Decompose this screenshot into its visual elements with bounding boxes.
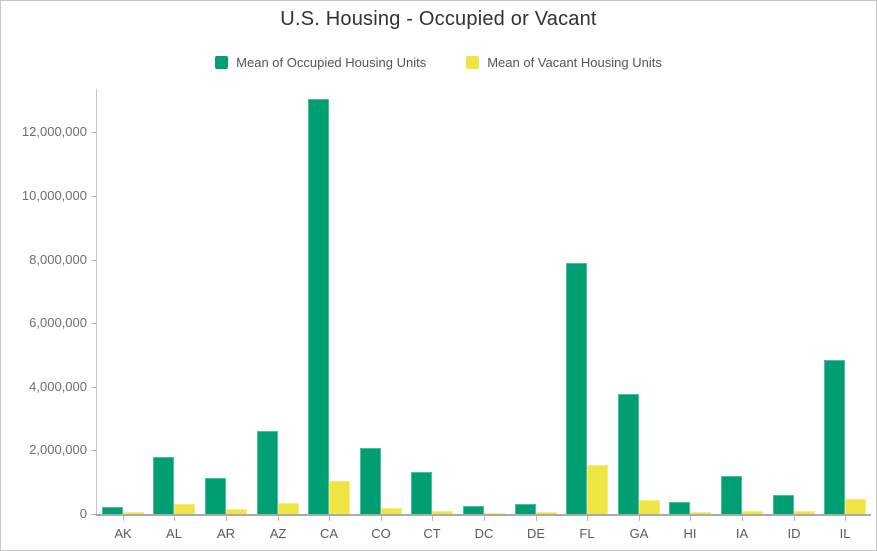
legend-label-vacant: Mean of Vacant Housing Units <box>487 55 662 70</box>
legend-label-occupied: Mean of Occupied Housing Units <box>236 55 427 70</box>
bar-occupied-il[interactable] <box>824 360 845 514</box>
bar-vacant-ct[interactable] <box>432 511 453 514</box>
x-axis-label: IL <box>839 526 851 541</box>
bar-vacant-hi[interactable] <box>690 512 711 514</box>
bar-occupied-ar[interactable] <box>205 478 226 514</box>
y-axis-tick <box>91 132 96 133</box>
legend-item-vacant[interactable]: Mean of Vacant Housing Units <box>466 55 662 70</box>
y-axis-label: 8,000,000 <box>29 252 87 267</box>
bar-vacant-ar[interactable] <box>226 509 247 514</box>
y-axis-line <box>96 89 97 516</box>
x-axis-label: AK <box>114 526 132 541</box>
x-axis-line <box>96 514 871 516</box>
legend-swatch-occupied-icon <box>215 56 229 69</box>
bar-vacant-al[interactable] <box>174 504 195 514</box>
x-axis-label: CT <box>423 526 441 541</box>
bar-vacant-ak[interactable] <box>123 512 144 514</box>
bar-occupied-co[interactable] <box>360 448 381 514</box>
bar-occupied-al[interactable] <box>153 457 174 514</box>
bar-occupied-id[interactable] <box>773 495 794 514</box>
bar-occupied-dc[interactable] <box>463 506 484 514</box>
y-axis-label: 10,000,000 <box>21 188 87 203</box>
x-axis-tick <box>690 516 691 521</box>
x-axis-tick <box>123 516 124 521</box>
bar-vacant-ga[interactable] <box>639 500 660 514</box>
bar-vacant-az[interactable] <box>278 503 299 514</box>
bar-occupied-ia[interactable] <box>721 476 742 514</box>
bar-vacant-de[interactable] <box>536 512 557 514</box>
bar-vacant-fl[interactable] <box>587 465 608 514</box>
bar-occupied-ca[interactable] <box>308 99 329 514</box>
y-axis-label: 2,000,000 <box>29 442 87 457</box>
y-axis-label: 4,000,000 <box>29 379 87 394</box>
x-axis-tick <box>226 516 227 521</box>
x-axis-label: CA <box>319 526 339 541</box>
x-axis-label: AZ <box>269 526 287 541</box>
x-axis-label: HI <box>683 526 697 541</box>
bar-vacant-il[interactable] <box>845 499 866 514</box>
y-axis-label: 12,000,000 <box>21 124 87 139</box>
x-axis-tick <box>794 516 795 521</box>
chart-title: U.S. Housing - Occupied or Vacant <box>280 8 597 30</box>
bar-occupied-ak[interactable] <box>102 507 123 514</box>
x-axis-label: GA <box>629 526 649 541</box>
x-axis-tick <box>381 516 382 521</box>
legend: Mean of Occupied Housing Units Mean of V… <box>1 55 876 70</box>
y-axis-tick <box>91 260 96 261</box>
y-axis-tick <box>91 323 96 324</box>
x-axis-tick <box>639 516 640 521</box>
bar-vacant-dc[interactable] <box>484 513 505 514</box>
x-axis-tick <box>432 516 433 521</box>
bar-vacant-id[interactable] <box>794 511 815 514</box>
x-axis-label: IA <box>735 526 749 541</box>
x-axis-label: AR <box>216 526 236 541</box>
x-axis-tick <box>278 516 279 521</box>
bar-occupied-az[interactable] <box>257 431 278 514</box>
x-axis-tick <box>536 516 537 521</box>
bar-vacant-ia[interactable] <box>742 511 763 514</box>
x-axis-tick <box>845 516 846 521</box>
x-axis-label: CO <box>371 526 391 541</box>
y-axis-tick <box>91 514 96 515</box>
bar-occupied-ga[interactable] <box>618 394 639 514</box>
y-axis-tick <box>91 450 96 451</box>
legend-item-occupied[interactable]: Mean of Occupied Housing Units <box>215 55 426 70</box>
x-axis-tick <box>742 516 743 521</box>
x-axis-label: FL <box>579 526 595 541</box>
x-axis-tick <box>329 516 330 521</box>
bar-vacant-co[interactable] <box>381 508 402 514</box>
x-axis-label: DE <box>526 526 546 541</box>
y-axis-tick <box>91 196 96 197</box>
x-axis-label: DC <box>474 526 494 541</box>
y-axis-label: 6,000,000 <box>29 315 87 330</box>
legend-swatch-vacant-icon <box>466 56 480 69</box>
bar-occupied-fl[interactable] <box>566 263 587 514</box>
bar-occupied-ct[interactable] <box>411 472 432 514</box>
x-axis-label: AL <box>166 526 182 541</box>
bar-occupied-de[interactable] <box>515 504 536 514</box>
x-axis-tick <box>484 516 485 521</box>
bar-occupied-hi[interactable] <box>669 502 690 514</box>
y-axis-label: 0 <box>79 506 87 521</box>
x-axis-tick <box>174 516 175 521</box>
bar-vacant-ca[interactable] <box>329 481 350 514</box>
y-axis-tick <box>91 387 96 388</box>
x-axis-label: ID <box>787 526 801 541</box>
x-axis-tick <box>587 516 588 521</box>
